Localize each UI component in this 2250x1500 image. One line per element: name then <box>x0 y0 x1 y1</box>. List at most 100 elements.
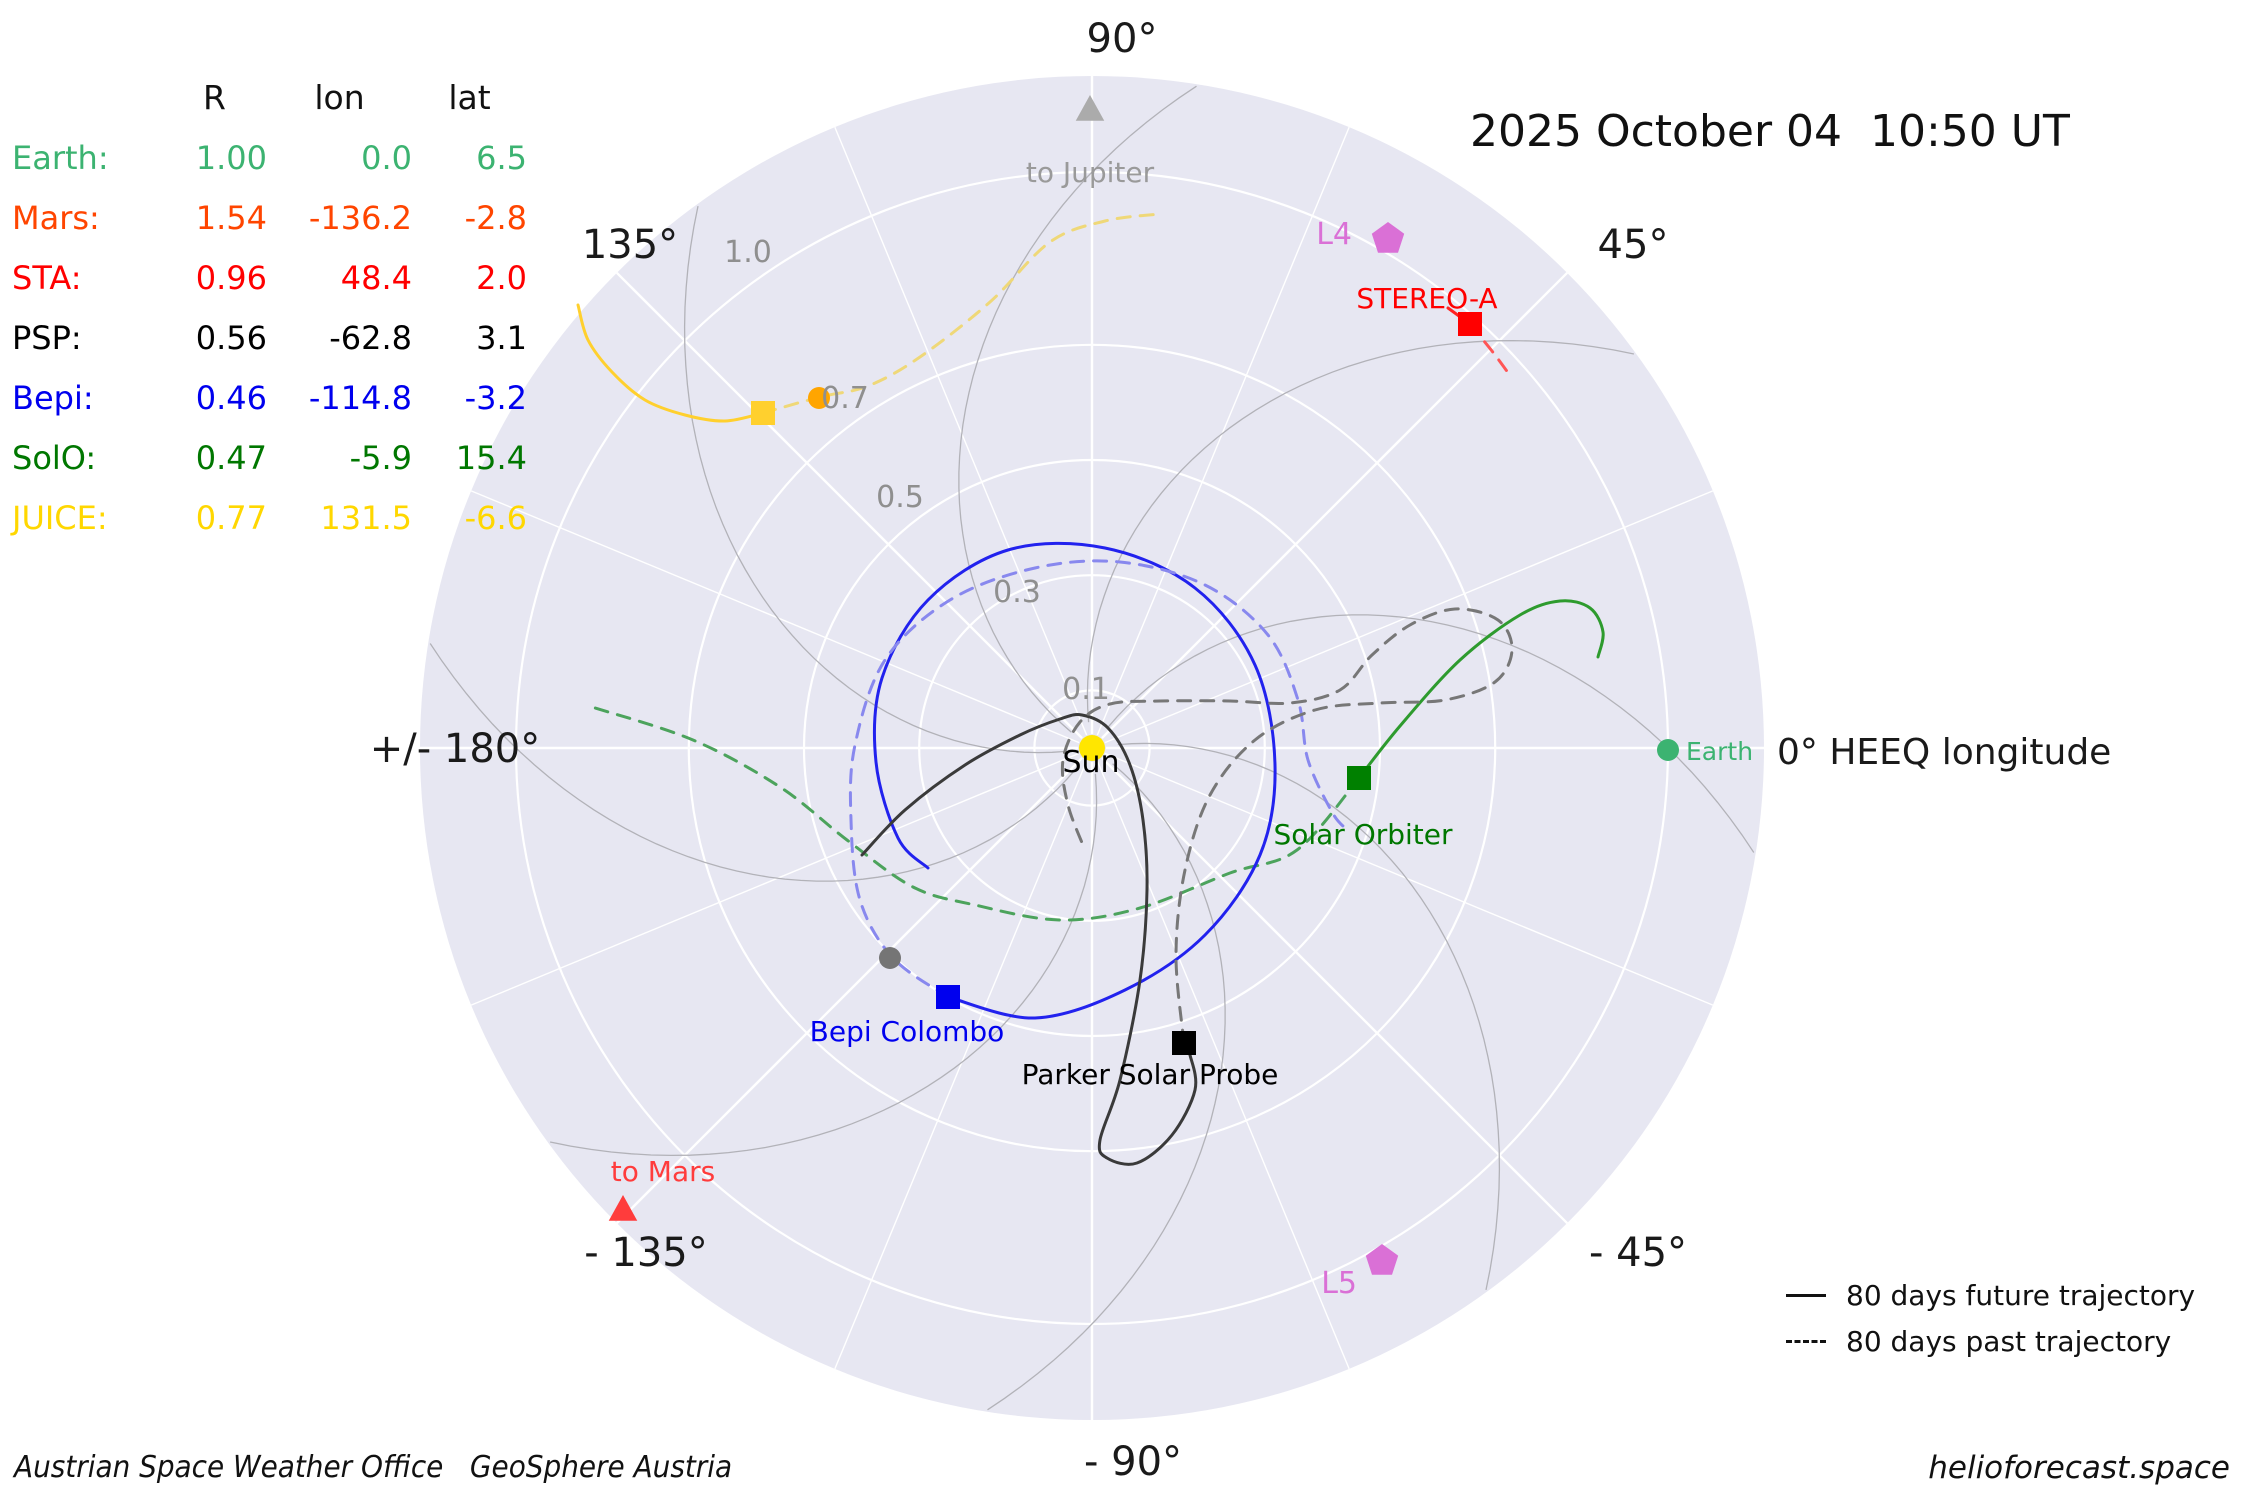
legend-row-future: 80 days future trajectory <box>1786 1272 2195 1318</box>
grid-radial-157.5 <box>470 490 1080 744</box>
parker-spiral-1 <box>1086 339 1635 723</box>
table-name-psp: PSP: <box>12 319 82 357</box>
legend-future-label: 80 days future trajectory <box>1846 1278 2196 1312</box>
juice-future-trajectory <box>576 303 765 423</box>
legend-row-past: 80 days past trajectory <box>1786 1318 2195 1364</box>
to-jupiter-label: to Jupiter <box>1026 156 1155 189</box>
grid-radial-202.5 <box>470 752 1080 1006</box>
table-lon-sta: 48.4 <box>340 259 412 297</box>
parker-spiral-2 <box>958 85 1197 733</box>
parker-spiral-5 <box>549 773 1098 1157</box>
table-lat-earth: 6.5 <box>476 139 527 177</box>
rlabel-1-0: 1.0 <box>724 235 772 270</box>
table-name-earth: Earth: <box>12 139 109 177</box>
plot-title-datetime: 2025 October 04 10:50 UT <box>1470 106 2070 157</box>
grid-radial-315 <box>1101 757 1569 1225</box>
bepi-colombo-future-trajectory <box>872 541 1277 1020</box>
parker-solar-probe-marker <box>1172 1031 1196 1055</box>
table-lat-sta: 2.0 <box>476 259 527 297</box>
table-lon-psp: -62.8 <box>329 319 412 357</box>
table-lat-solo: 15.4 <box>455 439 527 477</box>
footer-website: helioforecast.space <box>1928 1450 2230 1486</box>
grid-radial-225 <box>615 757 1083 1225</box>
stereo-a-label: STEREO-A <box>1356 282 1497 315</box>
grid-ring-0.3 <box>918 574 1266 922</box>
l4-marker <box>1371 222 1405 253</box>
table-lon-mars: -136.2 <box>308 199 412 237</box>
alabel-m90: - 90° <box>1084 1439 1182 1485</box>
table-name-sta: STA: <box>12 259 82 297</box>
parker-spiral-7 <box>1117 742 1501 1291</box>
table-lat-mars: -2.8 <box>464 199 527 237</box>
table-lat-juice: -6.6 <box>464 499 527 537</box>
bepi-colombo-marker <box>936 985 960 1009</box>
table-R-psp: 0.56 <box>195 319 267 357</box>
solid-line-icon <box>1786 1293 1826 1297</box>
table-R-solo: 0.47 <box>195 439 267 477</box>
rlabel-0-1: 0.1 <box>1062 672 1110 707</box>
grid-radial-67.5 <box>1096 126 1350 736</box>
solar-orbiter-label: Solar Orbiter <box>1273 818 1453 851</box>
parker-spiral-3 <box>683 205 1067 754</box>
stereo-a-marker <box>1458 312 1482 336</box>
grid-radial-337.5 <box>1104 752 1714 1006</box>
grid-radial-292.5 <box>1096 760 1350 1370</box>
sun-label: Sun <box>1062 745 1119 780</box>
solar-orbiter-marker <box>1347 766 1371 790</box>
table-lon-earth: 0.0 <box>361 139 412 177</box>
solar-orbiter-past-trajectory <box>590 705 1361 922</box>
footer-credit: Austrian Space Weather Office GeoSphere … <box>14 1450 733 1485</box>
rlabel-0-7: 0.7 <box>821 381 869 416</box>
table-R-mars: 1.54 <box>195 199 267 237</box>
table-lon-bepi: -114.8 <box>308 379 412 417</box>
alabel-45: 45° <box>1598 222 1669 268</box>
table-header-empty <box>12 68 162 128</box>
sun-marker <box>1079 735 1105 761</box>
grid-ring-0.1 <box>1033 689 1151 807</box>
rlabel-0-3: 0.3 <box>993 575 1041 610</box>
table-R-earth: 1.00 <box>195 139 267 177</box>
table-name-mars: Mars: <box>12 199 100 237</box>
parker-spiral-4 <box>429 643 1077 882</box>
earth-marker <box>1657 739 1679 761</box>
solar-orbiter-future-trajectory <box>1357 599 1605 780</box>
table-header-R: R <box>203 78 226 117</box>
parker-solar-probe-past-trajectory <box>1060 607 1514 1045</box>
parker-solar-probe-label: Parker Solar Probe <box>1022 1058 1279 1091</box>
alabel-m135: - 135° <box>584 1230 708 1276</box>
table-header-lon: lon <box>314 78 365 117</box>
rlabel-0-5: 0.5 <box>876 480 924 515</box>
bepi-colombo-past-trajectory <box>848 559 1347 999</box>
to-mars-label: to Mars <box>611 1155 715 1188</box>
mercury-marker <box>879 947 901 969</box>
alabel-90: 90° <box>1087 16 1158 62</box>
table-lon-juice: 131.5 <box>320 499 412 537</box>
bepi-colombo-label: Bepi Colombo <box>810 1015 1005 1048</box>
parker-solar-probe-future-trajectory <box>860 713 1198 1166</box>
table-lat-psp: 3.1 <box>476 319 527 357</box>
table-R-sta: 0.96 <box>195 259 267 297</box>
parker-spiral-0 <box>1107 614 1755 853</box>
trajectory-legend: 80 days future trajectory 80 days past t… <box>1786 1272 2195 1364</box>
table-name-solo: SolO: <box>12 439 97 477</box>
alabel-0: 0° HEEQ longitude <box>1777 732 2111 773</box>
table-lat-bepi: -3.2 <box>464 379 527 417</box>
grid-radial-112.5 <box>834 126 1088 736</box>
grid-ring-0.7 <box>687 343 1497 1153</box>
table-R-bepi: 0.46 <box>195 379 267 417</box>
table-name-juice: JUICE: <box>12 499 108 537</box>
alabel-180: +/- 180° <box>370 726 541 772</box>
l5-marker <box>1365 1244 1399 1275</box>
table-name-bepi: Bepi: <box>12 379 94 417</box>
l5-label: L5 <box>1321 1266 1357 1301</box>
table-R-juice: 0.77 <box>195 499 267 537</box>
venus-marker <box>808 387 830 409</box>
grid-radial-247.5 <box>834 760 1088 1370</box>
table-header-lat: lat <box>448 78 491 117</box>
alabel-m45: - 45° <box>1589 1230 1687 1276</box>
parker-spiral-6 <box>987 763 1226 1411</box>
juice-marker <box>751 401 775 425</box>
